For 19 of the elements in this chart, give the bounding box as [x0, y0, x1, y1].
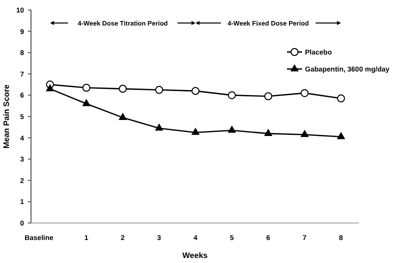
- point: [336, 132, 346, 140]
- point: [337, 94, 345, 102]
- point: [228, 126, 236, 133]
- point: [228, 91, 236, 100]
- point: [82, 98, 91, 106]
- point: [82, 84, 90, 92]
- point: [154, 123, 164, 131]
- point: [192, 86, 200, 95]
- point: [46, 84, 54, 92]
- point: [191, 128, 200, 135]
- point: [264, 92, 272, 100]
- point: [300, 130, 309, 138]
- point: [118, 84, 127, 93]
- point: [300, 89, 309, 98]
- y-axis-title: Mean Pain Score: [2, 84, 11, 149]
- point: [264, 128, 272, 136]
- point: [155, 86, 164, 94]
- x-axis-title: Weeks: [182, 251, 208, 260]
- point: [118, 112, 127, 120]
